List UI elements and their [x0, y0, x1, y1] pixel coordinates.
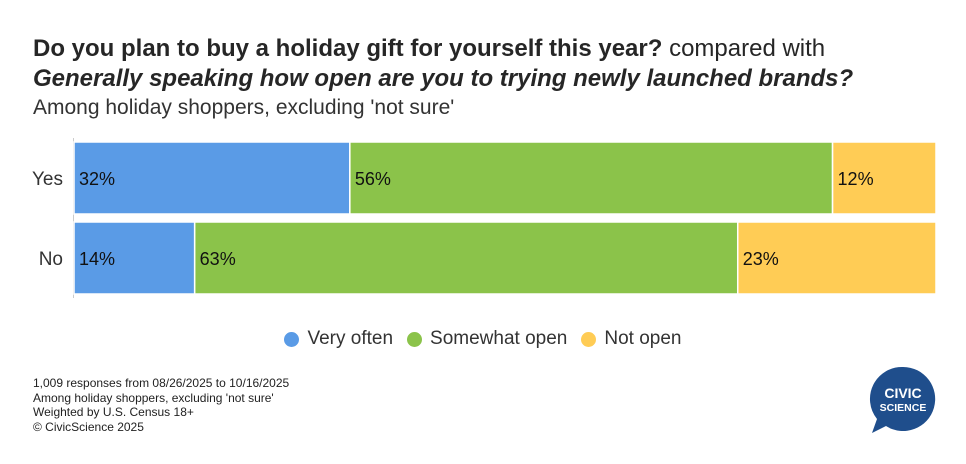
legend-label: Not open [604, 328, 682, 349]
legend-swatch [407, 331, 423, 347]
legend-swatch [284, 331, 300, 347]
chart-subtitle: Among holiday shoppers, excluding 'not s… [33, 96, 455, 119]
chart-legend: Very often Somewhat open Not open [0, 328, 966, 350]
legend-item: Not open [581, 328, 682, 350]
legend-label: Somewhat open [430, 328, 568, 349]
legend-item: Somewhat open [407, 328, 567, 350]
legend-label: Very often [307, 328, 394, 349]
logo-speech-bubble [869, 366, 936, 433]
data-label: 23% [743, 249, 779, 269]
title-connector: compared with [662, 35, 826, 62]
footnotes: 1,009 responses from 08/26/2025 to 10/16… [33, 376, 289, 434]
data-label: 63% [200, 249, 236, 269]
category-label: No [39, 249, 63, 270]
bar-segment [349, 141, 834, 215]
title-question-1: Do you plan to buy a holiday gift for yo… [33, 35, 663, 62]
category-label: Yes [32, 169, 63, 190]
footnote-copyright: © CivicScience 2025 [33, 419, 144, 434]
bar-segment [736, 221, 937, 295]
data-label: 14% [79, 249, 115, 269]
title-question-2: Generally speaking how open are you to t… [33, 65, 854, 92]
chart-title: Do you plan to buy a holiday gift for yo… [33, 34, 953, 94]
footnote-weighting: Weighted by U.S. Census 18+ [33, 405, 194, 419]
bar-segment [73, 141, 351, 215]
data-label: 12% [838, 169, 874, 189]
logo-text-civic: CIVIC [884, 385, 921, 401]
stacked-bar-chart: Yes 32% 56% 12% No 14% 63% 23% [32, 138, 937, 298]
logo-text-science: SCIENCE [880, 402, 927, 414]
footnote-population: Among holiday shoppers, excluding 'not s… [33, 390, 274, 405]
legend-item: Very often [284, 328, 393, 350]
bar-segment [831, 141, 937, 215]
footnote-responses: 1,009 responses from 08/26/2025 to 10/16… [33, 376, 290, 390]
data-label: 56% [355, 169, 391, 189]
bar-segment [73, 221, 196, 295]
legend-swatch [581, 331, 597, 347]
data-label: 32% [79, 169, 115, 189]
bar-segment [193, 221, 739, 295]
civicscience-logo: CIVIC SCIENCE [869, 366, 936, 433]
